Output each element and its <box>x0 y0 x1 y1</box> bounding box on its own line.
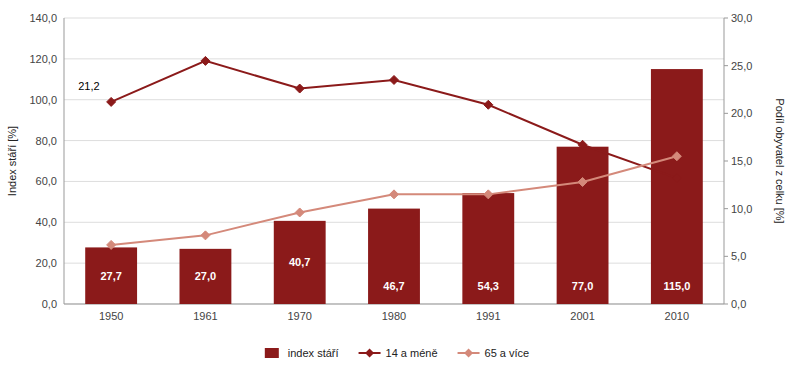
data-label: 27,0 <box>195 270 216 282</box>
y-tick-label: 40,0 <box>36 216 57 228</box>
legend: index stáří 14 a méně 65 a více <box>265 347 529 359</box>
marker <box>578 177 587 186</box>
marker <box>390 75 399 84</box>
x-tick-label: 2010 <box>665 310 689 322</box>
data-label: 40,7 <box>289 256 310 268</box>
plot-marks <box>85 56 703 304</box>
x-tick-label: 1991 <box>476 310 500 322</box>
y-tick-label: 120,0 <box>29 53 57 65</box>
legend-swatch <box>265 348 279 358</box>
legend-item: 14 a méně <box>359 347 438 359</box>
marker <box>107 240 116 249</box>
axes: 0,0 20,0 40,0 60,0 80,0 100,0 120,0 140,0 0,0 5,0… <box>29 12 752 322</box>
y-axis-label: Index stáří [%] <box>6 126 18 196</box>
y-axis-line <box>64 18 65 304</box>
y2-tick <box>724 113 728 114</box>
grid-line <box>64 58 724 59</box>
y-tick-label: 0,0 <box>42 298 57 310</box>
y2-tick <box>724 18 728 19</box>
bar <box>557 147 609 304</box>
y-tick-label: 80,0 <box>36 135 57 147</box>
y2-tick <box>724 304 728 305</box>
marker <box>107 97 116 106</box>
bar <box>368 209 420 304</box>
y2-tick-label: 0,0 <box>731 298 746 310</box>
data-label: 46,7 <box>383 280 404 292</box>
y2-tick-label: 5,0 <box>731 250 746 262</box>
marker <box>295 84 304 93</box>
y2-tick-label: 30,0 <box>731 12 752 24</box>
legend-label: index stáří <box>288 347 339 359</box>
grid <box>64 18 724 304</box>
y2-tick <box>724 256 728 257</box>
y2-tick <box>724 161 728 162</box>
x-tick-label: 1970 <box>287 310 311 322</box>
marker <box>295 208 304 217</box>
legend-swatch <box>464 349 473 358</box>
y2-tick <box>724 65 728 66</box>
grid-line <box>64 99 724 100</box>
data-label: 77,0 <box>572 280 593 292</box>
grid-line <box>64 140 724 141</box>
line <box>111 156 677 245</box>
chart: 0,0 20,0 40,0 60,0 80,0 100,0 120,0 140,0 0,0 5,0… <box>0 0 790 366</box>
marker <box>201 231 210 240</box>
legend-item: index stáří <box>265 347 339 359</box>
marker <box>578 140 587 149</box>
y-tick-label: 100,0 <box>29 94 57 106</box>
line <box>111 61 677 178</box>
bar <box>274 221 326 304</box>
x-tick-label: 1961 <box>193 310 217 322</box>
x-tick-label: 1980 <box>382 310 406 322</box>
y2-tick-label: 10,0 <box>731 203 752 215</box>
x-tick-label: 2001 <box>570 310 594 322</box>
y-tick-label: 20,0 <box>36 257 57 269</box>
legend-label: 65 a více <box>485 347 530 359</box>
annotation: 21,2 <box>78 80 99 92</box>
bar <box>462 193 514 304</box>
x-tick-label: 1950 <box>99 310 123 322</box>
data-label: 115,0 <box>663 280 690 292</box>
marker <box>390 190 399 199</box>
y-tick-label: 140,0 <box>29 12 57 24</box>
data-label: 27,7 <box>100 270 121 282</box>
legend-item: 65 a více <box>458 347 530 359</box>
marker <box>201 56 210 65</box>
y2-axis-line <box>724 18 725 304</box>
y2-tick <box>724 208 728 209</box>
grid-line <box>64 181 724 182</box>
bar <box>180 249 232 304</box>
marker <box>484 100 493 109</box>
legend-swatch <box>365 349 374 358</box>
y2-axis-label: Podíl obyvatel z celku [%] <box>774 98 786 223</box>
data-label: 54,3 <box>478 280 499 292</box>
marker <box>672 152 681 161</box>
data-labels: 27,7 27,0 40,7 46,7 54,3 77,0 115,0 <box>100 256 690 292</box>
bar <box>85 247 137 304</box>
y2-tick-label: 15,0 <box>731 155 752 167</box>
y-tick-label: 60,0 <box>36 175 57 187</box>
marker <box>484 190 493 199</box>
bar <box>651 69 703 304</box>
legend-label: 14 a méně <box>386 347 438 359</box>
y2-tick-label: 25,0 <box>731 60 752 72</box>
y2-tick-label: 20,0 <box>731 107 752 119</box>
grid-line <box>64 18 724 19</box>
marker <box>672 174 681 183</box>
